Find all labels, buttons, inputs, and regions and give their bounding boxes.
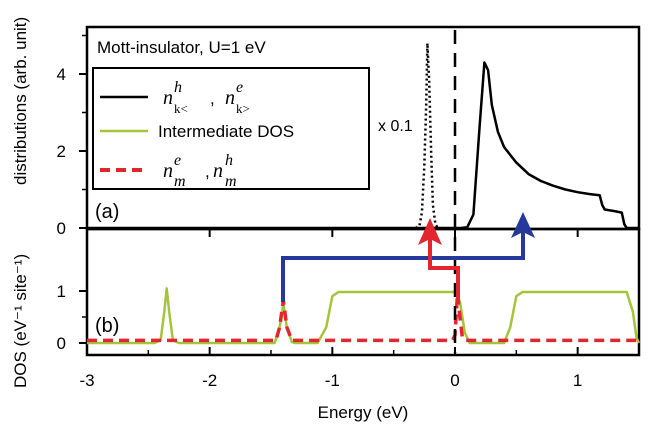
x-tick-label: 0 (450, 371, 459, 390)
x-axis-title: Energy (eV) (318, 403, 409, 422)
x-tick-label: -3 (79, 371, 94, 390)
panel-b-series (87, 287, 641, 345)
panel-a-label: (a) (95, 201, 119, 223)
legend-item-3-sub2: m (225, 173, 237, 190)
box-label: Mott-insulator, U=1 eV (97, 38, 266, 57)
legend-item-1-n1: n (163, 87, 173, 109)
y-axis-title-b: DOS (eV⁻¹ site⁻¹) (11, 254, 30, 388)
scale-annotation: x 0.1 (378, 118, 413, 135)
legend-item-2: Intermediate DOS (158, 122, 294, 141)
legend-item-1-n2: n (225, 87, 235, 109)
y-tick-label-a: 0 (57, 219, 66, 238)
panel-b-label: (b) (95, 315, 119, 337)
legend-item-1-sub2: k> (236, 101, 250, 116)
axis-ticks: -3 -2 -1 0 1 0 2 4 0 1 (57, 34, 640, 390)
y-axis-title-a: distributions (arb. unit) (11, 17, 30, 185)
series-line-a-1 (415, 41, 439, 230)
legend-item-3-sub1: m (174, 173, 186, 190)
legend-item-1-sep: , (210, 89, 215, 108)
blue-transition-arrow (281, 230, 525, 302)
transition-arrows (281, 212, 535, 302)
legend-item-1-sub1: k< (174, 101, 188, 116)
legend-item-1-sup2: e (236, 79, 243, 96)
legend-item-1-sup1: h (174, 79, 182, 96)
legend-item-3-sup1: e (174, 152, 181, 169)
red-transition-arrow (428, 235, 460, 300)
y-tick-label-a: 2 (57, 142, 66, 161)
legend-item-3-sup2: h (225, 152, 233, 169)
legend: n h k< , n e k> Intermediate DOS n e m ,… (92, 67, 370, 190)
y-tick-label-b: 1 (57, 282, 66, 301)
series-line-a-0 (87, 61, 639, 230)
legend-item-3-n2: n (213, 160, 223, 182)
x-tick-label: 1 (573, 371, 582, 390)
panel-a-series (87, 41, 639, 230)
series-line-b-0 (87, 287, 641, 345)
y-tick-label-b: 0 (57, 334, 66, 353)
legend-item-3-n1: n (163, 160, 173, 182)
legend-item-3-sep: , (205, 162, 210, 181)
x-tick-label: -1 (325, 371, 340, 390)
blue-arrowhead-icon (511, 212, 535, 238)
red-arrowhead-icon (418, 218, 442, 245)
x-tick-label: -2 (202, 371, 217, 390)
y-tick-label-a: 4 (57, 65, 66, 84)
